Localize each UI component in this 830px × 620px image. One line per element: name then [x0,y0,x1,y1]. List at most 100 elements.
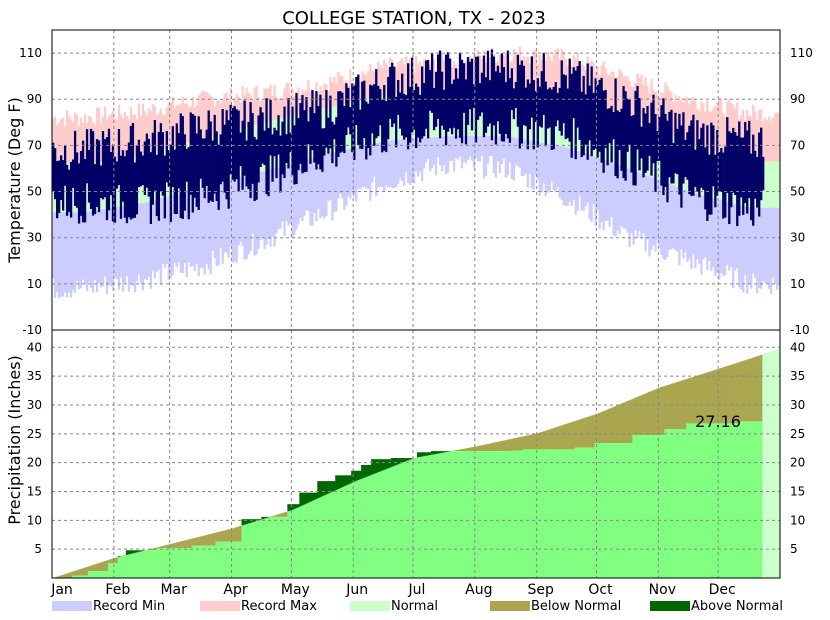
observed-precip-bar [347,484,350,578]
record-min-bar [674,186,677,250]
record-max-bar [227,100,230,132]
observed-bar [494,71,498,145]
observed-precip-bar [566,449,569,578]
below-normal-bar [750,358,753,422]
record-min-bar [381,141,384,188]
record-min-bar [145,202,149,280]
observed-precip-bar [642,434,645,578]
observed-bar [584,94,587,145]
below-normal-bar [285,511,288,517]
observed-precip-bar [446,451,450,578]
observed-bar [452,79,456,128]
observed-precip-bar [424,455,428,578]
record-min-bar [664,182,667,260]
record-max-bar [666,85,669,134]
record-max-bar [480,58,484,87]
below-normal-bar [181,540,184,549]
above-normal-bar [395,458,398,466]
record-min-bar [446,136,450,173]
observed-bar [492,56,496,126]
record-min-bar [357,147,360,189]
record-max-bar [488,57,492,87]
record-max-bar [562,51,565,97]
below-normal-bar [522,436,526,450]
observed-precip-bar [650,434,653,578]
record-min-bar [359,146,362,190]
below-normal-bar [504,440,508,452]
record-min-bar [53,212,57,298]
normal-bar [63,163,67,213]
above-normal-bar [245,519,248,525]
record-max-bar [61,117,65,164]
observed-precip-bar [728,423,731,578]
record-min-bar [658,180,661,248]
record-min-bar [556,145,559,188]
observed-precip-bar [367,476,370,578]
record-max-bar [736,102,739,158]
record-min-bar [580,152,583,211]
record-max-bar [534,48,537,91]
below-normal-bar [758,355,761,422]
observed-bar [472,84,476,108]
observed-bar [111,144,115,222]
observed-precip-bar [167,548,170,578]
record-min-bar [492,136,496,173]
record-min-bar [500,136,504,165]
observed-bar [393,66,396,124]
observed-bar [460,59,464,144]
record-max-bar [217,100,220,135]
record-min-bar [606,161,609,221]
observed-bar [470,58,474,131]
below-normal-bar [730,364,733,424]
observed-bar [83,159,87,223]
below-normal-bar [618,404,621,444]
below-normal-bar [538,432,541,450]
above-normal-bar [371,459,374,475]
record-max-bar [768,116,771,162]
observed-bar [127,142,131,218]
record-min-bar [464,136,468,164]
observed-bar [121,150,125,202]
record-min-bar [409,138,412,185]
observed-precip-bar [161,548,164,578]
record-min-bar [626,168,629,233]
legend-swatch [52,601,92,611]
record-max-bar [700,102,703,147]
below-normal-bar [688,378,691,424]
record-min-bar [468,136,472,157]
observed-precip-bar [706,423,709,578]
record-max-bar [452,60,456,88]
record-min-bar [632,170,635,245]
record-max-bar [141,103,145,155]
observed-precip-bar [353,481,356,578]
below-normal-bar [113,557,117,564]
observed-precip-bar [666,429,669,578]
record-max-bar [109,113,113,160]
observed-precip-bar [319,497,322,578]
observed-precip-bar [287,511,290,578]
observed-precip-bar [478,451,482,578]
record-min-bar [720,200,723,274]
observed-bar [179,113,182,218]
record-min-bar [528,140,531,175]
observed-bar [75,152,79,208]
observed-precip-bar [295,508,298,578]
observed-bar [656,130,659,162]
above-normal-bar [311,492,314,501]
observed-precip-bar [201,545,204,578]
observed-precip-bar [277,516,280,578]
observed-precip-bar [87,571,91,578]
observed-precip-bar [225,541,228,578]
observed-bar [181,116,184,219]
month-label: Oct [588,582,613,598]
precip-tick-label-right: 25 [790,427,805,441]
above-normal-bar [295,504,298,509]
temp-tick-label-right: 90 [790,92,805,106]
below-normal-bar [744,360,747,422]
record-max-bar [121,118,125,158]
observed-bar [405,95,408,138]
record-min-bar [329,153,332,200]
record-max-bar [588,62,591,105]
record-max-bar [183,103,186,144]
